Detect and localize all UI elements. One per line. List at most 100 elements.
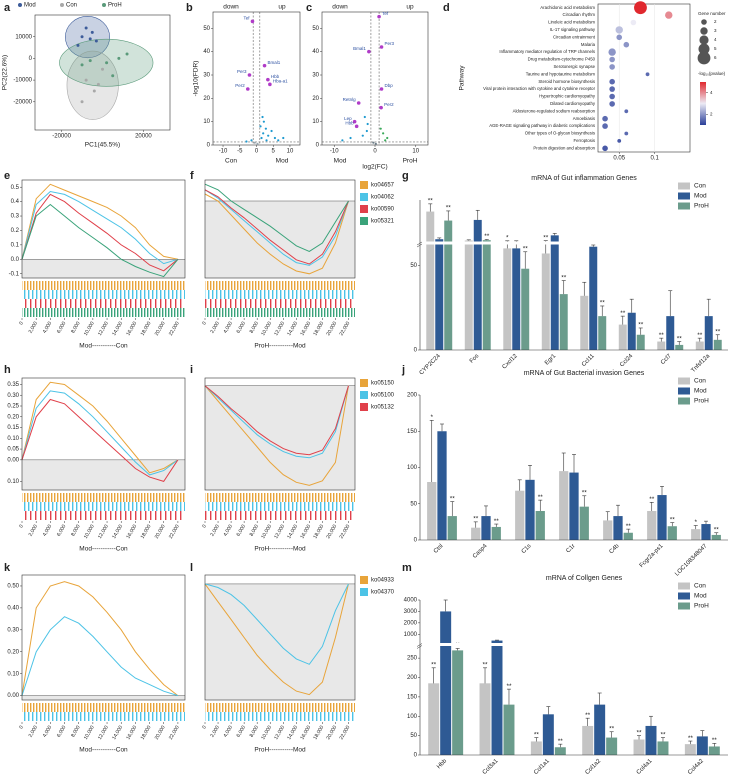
x-tick-label: 10 xyxy=(287,149,294,155)
y-tick-label: 50 xyxy=(203,26,210,32)
point-label: Per3 xyxy=(385,41,395,46)
gene-rug xyxy=(205,502,355,511)
y-tick-label: 0 xyxy=(29,56,33,62)
plot-bg xyxy=(35,15,170,130)
panel-letter: i xyxy=(190,364,193,376)
y-tick-label: 30 xyxy=(312,73,319,79)
legend-swatch xyxy=(360,588,368,596)
category-label: Serotonergic synapse xyxy=(553,64,595,69)
point xyxy=(265,139,268,142)
x-tick-label: 18,000 xyxy=(312,320,325,336)
legend-label: ko04933 xyxy=(371,578,395,584)
point-label: Bmal1 xyxy=(353,46,366,51)
y-tick-label: 0.1 xyxy=(11,242,20,248)
enrichment-curve xyxy=(204,583,349,665)
x-tick-label: 2,000 xyxy=(209,320,221,334)
x-tick-label: LOC108348047 xyxy=(674,543,709,578)
x-axis-label: ProH-----------Mod xyxy=(254,546,306,553)
y-tick-label: 0.15 xyxy=(7,425,19,431)
significance-label: ** xyxy=(638,322,644,329)
x-tick-label: Tnfsf12a xyxy=(691,353,712,374)
point xyxy=(96,82,100,86)
significance-label: ** xyxy=(543,234,549,241)
significance-label: ** xyxy=(609,725,615,732)
y-tick-label: 0.0 xyxy=(11,257,20,263)
enrichment-curve xyxy=(204,183,349,252)
legend-swatch xyxy=(360,193,368,201)
bar xyxy=(550,235,559,350)
point xyxy=(260,136,263,140)
bar xyxy=(657,741,669,755)
point-label: Per2 xyxy=(384,102,394,107)
point xyxy=(261,115,264,119)
gene-rug xyxy=(22,703,185,712)
x-tick-label: 10,000 xyxy=(83,724,96,740)
size-legend-label: 6 xyxy=(714,55,717,60)
category-label: Aldosterone-regulated sodium reabsorptio… xyxy=(513,108,596,113)
bar xyxy=(559,294,568,350)
significance-label: ** xyxy=(450,495,456,502)
bar xyxy=(603,520,613,540)
x-tick-label: 0 xyxy=(201,523,208,529)
size-legend-dot xyxy=(700,27,708,35)
bar xyxy=(503,704,515,755)
bar xyxy=(696,736,708,755)
x-tick-label: 22,000 xyxy=(339,523,352,539)
category-label: Taurine and hypotaurine metabolism xyxy=(526,71,596,76)
x-tick-label: 16,000 xyxy=(299,320,312,336)
bar xyxy=(554,747,566,755)
size-legend-dot xyxy=(697,51,711,65)
plot-frame xyxy=(34,14,171,131)
plot-frame xyxy=(21,574,186,701)
x-tick-label: 10,000 xyxy=(260,523,273,539)
bar xyxy=(447,516,457,540)
x-tick-label: 5 xyxy=(272,149,276,155)
significance-label: ** xyxy=(649,496,655,503)
bar xyxy=(482,240,491,350)
y-tick-label: 10000 xyxy=(15,34,32,40)
point xyxy=(88,59,92,63)
x-tick-label: 20,000 xyxy=(325,320,338,336)
plot-frame xyxy=(321,11,429,146)
bar xyxy=(627,312,636,350)
y-tick-label: 100 xyxy=(407,465,418,471)
plot-frame xyxy=(204,377,356,491)
bar xyxy=(589,246,598,350)
y-tick-label: -20000 xyxy=(13,99,32,105)
point xyxy=(259,125,262,128)
legend-label: ko04657 xyxy=(371,183,395,189)
panel-letter: f xyxy=(190,170,194,182)
bar xyxy=(636,334,645,350)
significance-label: * xyxy=(506,235,509,242)
point xyxy=(270,129,273,133)
point xyxy=(356,101,361,105)
point xyxy=(363,115,366,119)
gene-rug xyxy=(22,290,185,299)
point-label: Hbb xyxy=(271,74,280,79)
legend-label: ko05100 xyxy=(371,393,395,399)
point xyxy=(80,100,84,104)
bar xyxy=(471,527,481,540)
y-tick-label: 0.4 xyxy=(11,199,20,205)
x-tick-label: 2,000 xyxy=(209,724,221,738)
legend-label: ko04370 xyxy=(371,590,395,596)
point xyxy=(382,132,385,135)
y-tick-label: 0 xyxy=(414,538,418,544)
dot xyxy=(624,109,629,114)
x-tick-label: 0.1 xyxy=(650,156,659,162)
x-tick-label: Col4a1 xyxy=(636,758,654,776)
y-tick-label: 0.30 xyxy=(7,627,19,633)
x-tick-label: 6,000 xyxy=(236,523,248,537)
group-label: Mod xyxy=(276,158,289,165)
x-tick-label: -10 xyxy=(330,149,339,155)
y-tick-label: 0 xyxy=(414,348,418,354)
point xyxy=(105,61,109,65)
bar xyxy=(530,741,542,755)
significance-label: ** xyxy=(534,731,540,738)
x-tick-label: 18,000 xyxy=(140,523,153,539)
x-tick-label: 12,000 xyxy=(273,320,286,336)
x-tick-label: 20,000 xyxy=(154,320,167,336)
axis-break xyxy=(417,643,728,646)
bar xyxy=(444,220,453,350)
gene-rug xyxy=(22,511,185,520)
